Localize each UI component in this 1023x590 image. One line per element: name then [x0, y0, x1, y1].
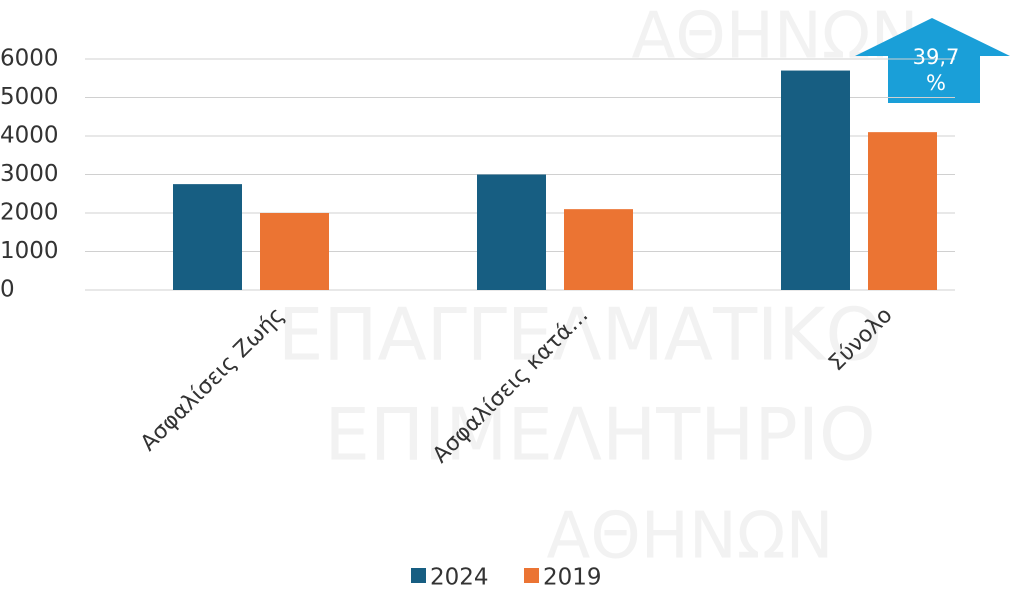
bar [260, 213, 329, 290]
y-tick-label: 3000 [0, 161, 59, 187]
y-tick-label: 2000 [0, 200, 59, 226]
annotation-arrow [855, 18, 1010, 103]
y-tick-label: 5000 [0, 84, 59, 110]
legend-label: 2019 [543, 565, 602, 590]
bar [564, 209, 633, 290]
bar [173, 184, 242, 290]
bar [477, 174, 546, 290]
y-tick-label: 1000 [0, 238, 59, 264]
y-tick-label: 6000 [0, 46, 59, 72]
y-tick-label: 4000 [0, 123, 59, 149]
legend-label: 2024 [430, 565, 489, 590]
legend-swatch [524, 568, 539, 583]
x-tick-label: Ασφαλίσεις Ζωής [136, 303, 289, 456]
annotation: 39,7 % [912, 45, 960, 95]
y-tick-label: 0 [0, 277, 15, 303]
legend-swatch [411, 568, 426, 583]
watermark: ΕΠΑΓΓΕΛΜΑΤΙΚΟ [278, 293, 882, 377]
bar [868, 132, 937, 290]
watermark: ΑΘΗΝΩΝ [547, 500, 834, 574]
watermark: ΕΠΙΜΕΛΗΤΗΡΙΟ [324, 393, 875, 477]
bar [781, 70, 850, 290]
watermark: ΑΘΗΝΩΝ [632, 0, 919, 74]
